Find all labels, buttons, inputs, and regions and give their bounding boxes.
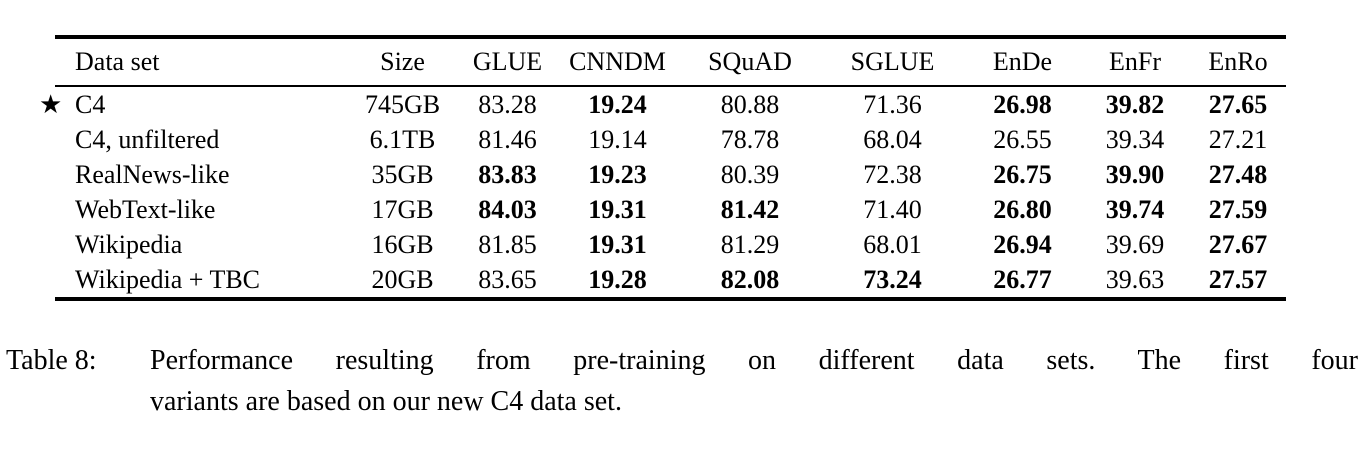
metric-cell: 27.48 (1208, 159, 1268, 189)
metric-cell: 27.59 (1208, 194, 1268, 224)
column-header-squad: SQuAD (680, 37, 820, 87)
dataset-name: Wikipedia + TBC (75, 264, 261, 294)
metric-cell: 81.85 (478, 229, 537, 259)
column-header-enfr: EnFr (1080, 37, 1190, 87)
metric-cell: 81.42 (720, 194, 780, 224)
metric-cell: 19.31 (588, 194, 647, 224)
metric-cell: 27.67 (1208, 229, 1268, 259)
metric-cell: 39.63 (1105, 264, 1165, 294)
metric-cell: 68.04 (863, 124, 922, 154)
column-header-size: Size (345, 37, 460, 87)
caption-line-2: variants are based on our new C4 data se… (150, 386, 622, 417)
metric-cell: 80.39 (720, 159, 780, 189)
metric-cell: 19.24 (588, 89, 647, 119)
caption-line-1: Performance resulting from pre-training … (150, 345, 1358, 376)
dataset-name-cell: WebText-like (55, 192, 345, 227)
table-row: ★ C4 745GB 83.28 19.24 80.88 71.36 26.98 39.82 27… (39, 86, 1286, 122)
metric-cell: 27.21 (1208, 124, 1268, 154)
results-table-container: Data set Size GLUE CNNDM SQuAD SGLUE EnDe EnFr E… (39, 35, 1286, 301)
dataset-name-cell: ★ C4 (39, 86, 345, 122)
dataset-name-cell: Wikipedia (55, 227, 345, 262)
metric-cell: 26.55 (993, 124, 1052, 154)
dataset-name: Wikipedia (75, 229, 183, 259)
dataset-name-cell: C4, unfiltered (55, 122, 345, 157)
metric-cell: 68.01 (863, 229, 922, 259)
metric-cell: 16GB (371, 229, 434, 259)
caption-text: Performance resulting from pre-training … (150, 340, 1358, 422)
table-row: C4, unfiltered 6.1TB 81.46 19.14 78.78 68.04 2… (55, 122, 1286, 157)
caption-label: Table 8: (6, 345, 97, 376)
dataset-name: C4 (75, 89, 106, 119)
column-header-ende: EnDe (965, 37, 1080, 87)
dataset-name: WebText-like (75, 194, 216, 224)
metric-cell: 39.69 (1105, 229, 1165, 259)
metric-cell: 26.80 (993, 194, 1052, 224)
column-header-cnndm: CNNDM (555, 37, 680, 87)
metric-cell: 35GB (371, 159, 434, 189)
metric-cell: 71.40 (863, 194, 922, 224)
metric-cell: 81.46 (478, 124, 537, 154)
metric-cell: 19.14 (588, 124, 647, 154)
dataset-name-cell: RealNews-like (55, 157, 345, 192)
dataset-name: RealNews-like (75, 159, 230, 189)
metric-cell: 39.90 (1105, 159, 1165, 189)
metric-cell: 83.65 (478, 264, 537, 294)
table-row: WebText-like 17GB 84.03 19.31 81.42 71.40 26.8… (55, 192, 1286, 227)
metric-cell: 19.28 (588, 264, 647, 294)
column-header-enro: EnRo (1190, 37, 1286, 87)
metric-cell: 26.75 (993, 159, 1052, 189)
metric-cell: 27.57 (1208, 264, 1268, 294)
metric-cell: 83.83 (478, 159, 537, 189)
metric-cell: 73.24 (863, 264, 922, 294)
metric-cell: 26.94 (993, 229, 1052, 259)
table-caption: Table 8: Performance resulting from pre-… (6, 340, 1358, 422)
column-header-glue: GLUE (460, 37, 555, 87)
column-header-data-set: Data set (55, 37, 345, 87)
metric-cell: 6.1TB (369, 124, 436, 154)
table-row: RealNews-like 35GB 83.83 19.23 80.39 72.38 26.… (55, 157, 1286, 192)
dataset-name-cell: Wikipedia + TBC (55, 262, 345, 299)
table-row: Wikipedia 16GB 81.85 19.31 81.29 68.01 26.94 39… (55, 227, 1286, 262)
metric-cell: 745GB (364, 89, 441, 119)
metric-cell: 80.88 (720, 89, 780, 119)
metric-cell: 19.23 (588, 159, 647, 189)
metric-cell: 39.34 (1105, 124, 1165, 154)
metric-cell: 20GB (371, 264, 434, 294)
metric-cell: 83.28 (478, 89, 537, 119)
results-table: Data set Size GLUE CNNDM SQuAD SGLUE EnDe EnFr E… (39, 35, 1286, 301)
metric-cell: 82.08 (720, 264, 780, 294)
metric-cell: 17GB (371, 194, 434, 224)
metric-cell: 84.03 (478, 194, 537, 224)
metric-cell: 26.98 (993, 89, 1052, 119)
star-icon: ★ (39, 89, 63, 119)
metric-cell: 39.82 (1105, 89, 1165, 119)
column-header-sglue: SGLUE (820, 37, 965, 87)
metric-cell: 39.74 (1105, 194, 1165, 224)
metric-cell: 81.29 (720, 229, 780, 259)
metric-cell: 78.78 (720, 124, 780, 154)
metric-cell: 71.36 (863, 89, 922, 119)
metric-cell: 27.65 (1208, 89, 1268, 119)
table-row: Wikipedia + TBC 20GB 83.65 19.28 82.08 73.24 2… (55, 262, 1286, 299)
header-row: Data set Size GLUE CNNDM SQuAD SGLUE EnDe EnFr E… (55, 37, 1286, 87)
table-header: Data set Size GLUE CNNDM SQuAD SGLUE EnDe EnFr E… (55, 37, 1286, 87)
table-body: ★ C4 745GB 83.28 19.24 80.88 71.36 26.98 39.82 27… (39, 86, 1286, 299)
metric-cell: 26.77 (993, 264, 1052, 294)
metric-cell: 19.31 (588, 229, 647, 259)
dataset-name: C4, unfiltered (75, 124, 220, 154)
metric-cell: 72.38 (863, 159, 922, 189)
